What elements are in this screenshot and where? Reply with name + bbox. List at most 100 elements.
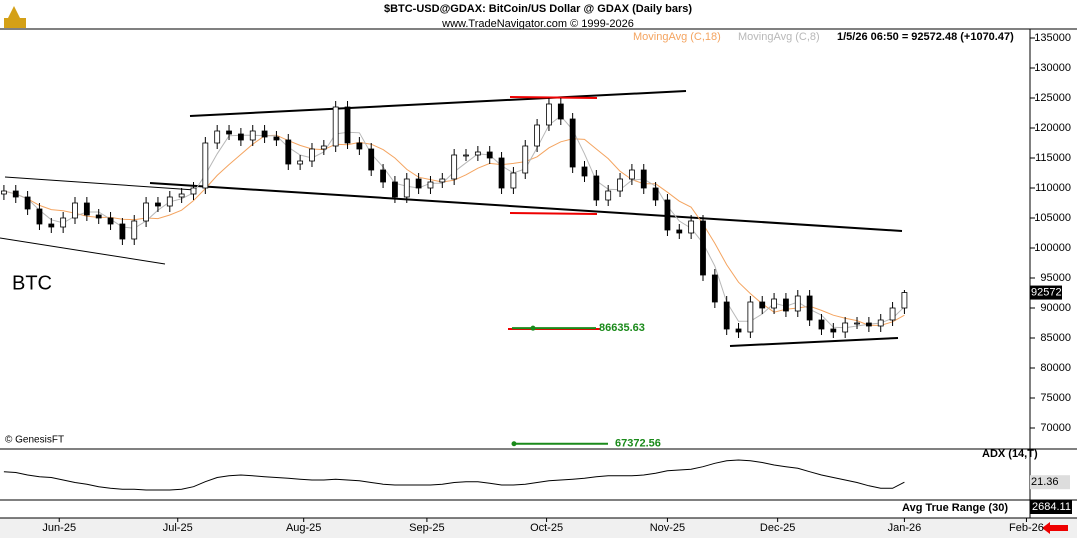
y-tick-label: 85000 [1040,332,1071,344]
y-tick-label: 135000 [1034,32,1071,44]
candle-body [865,322,872,327]
candle-body [498,157,505,189]
x-tick-label: Jan-26 [888,522,922,534]
candle-body [877,319,884,327]
candle-body [297,160,304,165]
atr-label: Avg True Range (30) [902,502,1008,514]
candle-body [771,298,777,309]
candle-body [131,220,138,240]
last-price-label: 92572 [1031,286,1062,298]
chart-title: $BTC-USD@GDAX: BitCoin/US Dollar @ GDAX … [384,3,692,15]
candle-body [332,106,339,147]
candle-body [901,292,908,309]
y-tick-label: 125000 [1034,92,1071,104]
candle-body [356,142,363,150]
candle-body [463,154,469,157]
legend-entry: MovingAvg (C,18) [633,31,721,43]
price-panel [1,98,908,338]
candle-body [617,178,623,192]
candle-body [593,175,600,201]
adx-value-box [1030,475,1070,490]
x-tick-label: Oct-25 [530,522,563,534]
y-tick-label: 90000 [1040,302,1071,314]
x-axis-band [0,518,1077,538]
candle-body [237,133,244,141]
level-label: 67372.56 [615,438,661,450]
candle-body [95,214,102,219]
candle-body [818,319,825,330]
atr-value-box [1030,500,1072,514]
candle-body [854,322,860,325]
candle-body [747,301,754,333]
candle-body [581,166,588,177]
y-tick-label: 120000 [1034,122,1071,134]
y-tick-label: 115000 [1035,152,1071,164]
candle-body [261,130,268,138]
level-dot [511,441,517,447]
candle-body [711,274,718,303]
x-tick-label: Sep-25 [409,522,444,534]
candle-body [842,322,849,333]
y-tick-label: 70000 [1040,422,1071,434]
candle-body [546,103,552,126]
candle-body [143,202,149,222]
candle-body [628,169,635,180]
candle-body [889,307,896,321]
y-tick-label: 110000 [1035,182,1071,194]
candle-body [83,202,90,216]
candle-body [664,199,671,231]
y-tick-label: 75000 [1040,392,1071,404]
candle-body [427,181,434,189]
candle-body [830,328,837,333]
adx-value: 21.36 [1031,476,1059,488]
candle-body [783,298,789,312]
candle-body [380,169,386,183]
copyright: © GenesisFT [5,435,64,446]
candle-body [166,196,173,207]
y-tick-label: 130000 [1034,62,1071,74]
status: 1/5/26 06:50 = 92572.48 (+1070.47) [837,31,1014,43]
candle-body [273,136,280,141]
logo [4,6,26,28]
candle-body [190,187,197,195]
x-tick-label: Aug-25 [286,522,321,534]
y-tick-label: 105000 [1034,212,1071,224]
adx-label: ADX (14,T) [982,448,1038,460]
y-tick-label: 95000 [1040,272,1071,284]
last-price-box [1030,285,1062,300]
x-tick-label: Nov-25 [650,522,685,534]
candle-body [688,220,695,234]
x-tick-label: Jul-25 [163,522,193,534]
legend-entry: MovingAvg (C,8) [738,31,820,43]
candle-body [794,295,801,312]
candle-body [652,187,659,201]
candle-body [723,301,730,330]
candle-body [403,178,410,198]
trendlines [0,90,903,347]
x-tick-label: Jun-25 [42,522,76,534]
symbol-label: BTC [12,272,52,294]
candle-body [202,142,209,189]
candle-body [12,190,19,198]
y-tick-label: 80000 [1040,362,1071,374]
candle-body [1,190,7,195]
x-tick-label: Dec-25 [760,522,795,534]
candle-body [415,178,422,189]
candle-body [155,202,161,207]
candle-body [107,217,114,225]
candle-body [226,130,232,135]
subtitle: www.TradeNavigator.com © 1999-2026 [441,18,634,30]
y-tick-label: 100000 [1034,242,1071,254]
atr-value: 2684.11 [1032,501,1071,513]
candle-body [392,181,398,198]
candle-body [24,196,31,210]
candle-body [48,223,55,228]
candle-body [178,193,185,198]
candle-body [320,145,327,150]
candle-body [309,148,315,162]
candle-body [700,220,706,276]
level-label: 86635.63 [599,322,645,334]
candle-body [605,190,612,201]
